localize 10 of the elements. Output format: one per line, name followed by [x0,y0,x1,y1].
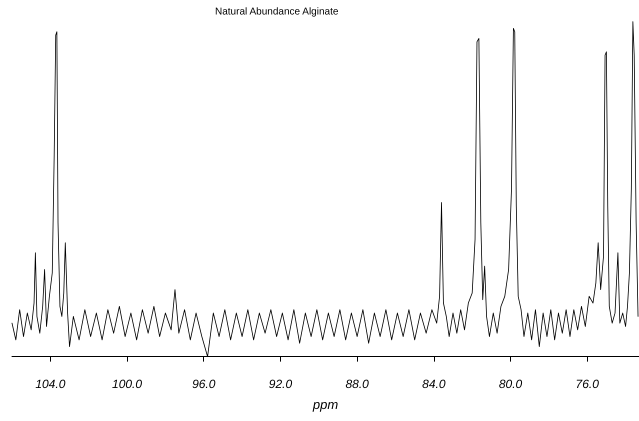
x-tick-label: 88.0 [345,377,370,391]
x-tick-label: 104.0 [35,377,66,391]
x-tick-label: 76.0 [576,377,600,391]
x-tick-label: 84.0 [422,377,446,391]
x-tick-label: 96.0 [192,377,216,391]
x-tick-label: 100.0 [112,377,142,391]
chart-title: Natural Abundance Alginate [215,6,339,18]
x-tick-label: 80.0 [498,377,523,391]
x-axis-title: ppm [312,397,338,412]
x-tick-label: 92.0 [268,377,292,391]
